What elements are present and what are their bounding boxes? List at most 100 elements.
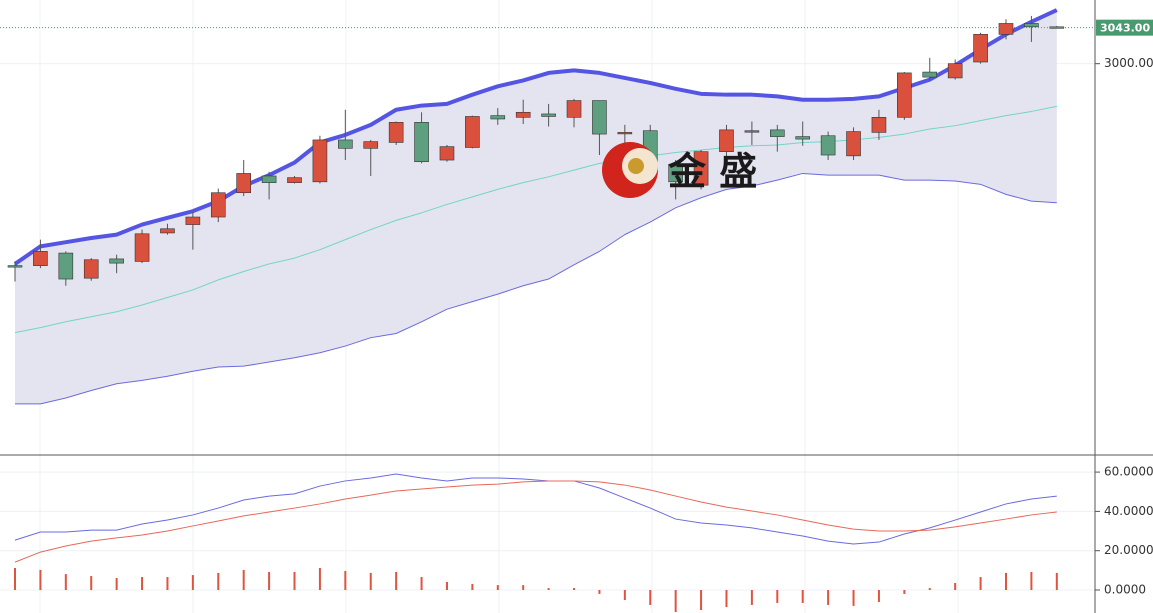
candle-body (795, 136, 811, 140)
histogram-bar (852, 590, 855, 606)
candle-body (109, 258, 124, 264)
candle-body (185, 216, 201, 225)
candle-body (134, 233, 150, 262)
last-price-box (1096, 19, 1153, 36)
histogram-bar (496, 585, 499, 591)
candle-body (58, 252, 74, 280)
indicator-line (14, 473, 1057, 545)
histogram-bar (293, 571, 296, 591)
watermark: 金 盛 (602, 142, 757, 198)
candle-body (312, 139, 328, 183)
histogram-bar (877, 590, 880, 602)
band-line (15, 172, 1057, 405)
histogram-bar (344, 570, 347, 591)
histogram-bar (954, 582, 957, 591)
histogram-bar (979, 577, 982, 591)
histogram-bar (827, 590, 830, 605)
histogram-bar (750, 590, 753, 605)
candle-body (973, 34, 988, 63)
histogram-bar (369, 572, 372, 591)
candle-body (947, 63, 963, 79)
histogram-bar (395, 571, 398, 591)
candle-body (922, 71, 938, 78)
histogram-bar (598, 590, 601, 594)
plot-area (0, 8, 1095, 613)
histogram-bar (522, 585, 525, 591)
histogram-bar (90, 576, 93, 591)
candle-body (83, 259, 99, 279)
histogram-bar (242, 569, 245, 591)
histogram-bar (420, 577, 423, 591)
histogram-bar (14, 567, 16, 591)
candle-body (515, 111, 531, 118)
candle-body (210, 192, 226, 218)
candle-body (871, 117, 887, 133)
histogram-bar (725, 590, 728, 608)
band-line (14, 105, 1057, 334)
y-tick-label: 60.0000 (1104, 465, 1153, 479)
histogram-bar (649, 590, 652, 605)
candle-body (363, 141, 379, 149)
candle-body (465, 116, 480, 148)
histogram-bar (318, 567, 321, 591)
histogram-bar (268, 571, 271, 591)
candle-body (414, 122, 429, 163)
y-tick-label: 0.0000 (1104, 583, 1146, 597)
candle-body (236, 173, 251, 194)
candle-body (541, 113, 556, 117)
histogram-bar (903, 590, 906, 594)
histogram-bar (623, 590, 626, 601)
histogram-bar (1055, 572, 1058, 591)
histogram-bar (445, 581, 448, 591)
last-price-label: 3043.00 (1100, 22, 1150, 35)
candle-body (160, 228, 175, 234)
y-tick-label: 20.0000 (1104, 543, 1153, 557)
band-fill (15, 10, 1057, 404)
candle-body (1024, 23, 1039, 28)
watermark-text: 金 盛 (667, 150, 757, 194)
candle-body (33, 251, 48, 266)
histogram-bar (166, 577, 169, 591)
candle-body (490, 115, 506, 120)
candle-body (261, 175, 277, 183)
candle-body (287, 177, 302, 183)
histogram-bar (573, 588, 576, 591)
candle-body (897, 72, 912, 118)
histogram-bar (928, 588, 931, 591)
candle-body (388, 122, 404, 143)
candle-body (566, 100, 582, 118)
histogram-bar (776, 590, 779, 603)
candle-body (719, 129, 734, 152)
candle-body (693, 151, 709, 186)
histogram-bar (115, 578, 118, 591)
candle-body (668, 164, 683, 183)
histogram-bar (801, 590, 804, 603)
y-tick-label: 3000.00 (1104, 56, 1153, 70)
histogram-bar (141, 577, 144, 591)
histogram-bar (191, 575, 194, 591)
histogram-bar (1030, 571, 1033, 591)
candle-body (592, 100, 607, 135)
histogram-bar (1004, 572, 1007, 591)
histogram-bar (674, 590, 677, 613)
candle-body (820, 135, 836, 156)
histogram-bar (39, 569, 42, 591)
histogram-bar (64, 574, 67, 591)
band-line (13, 8, 1058, 266)
histogram-bar (217, 572, 220, 591)
histogram-bar (471, 583, 474, 591)
candle-body (617, 132, 633, 135)
indicator-line (14, 480, 1057, 563)
candle-body (998, 23, 1014, 35)
candle-body (744, 130, 760, 133)
candle-body (7, 265, 23, 268)
candle-body (439, 146, 455, 161)
candle-body (338, 139, 353, 149)
histogram-bar (547, 588, 550, 591)
histogram-bar (700, 590, 703, 611)
y-tick-label: 40.0000 (1104, 504, 1153, 518)
candle-body (769, 129, 785, 137)
candle-body (846, 131, 861, 157)
